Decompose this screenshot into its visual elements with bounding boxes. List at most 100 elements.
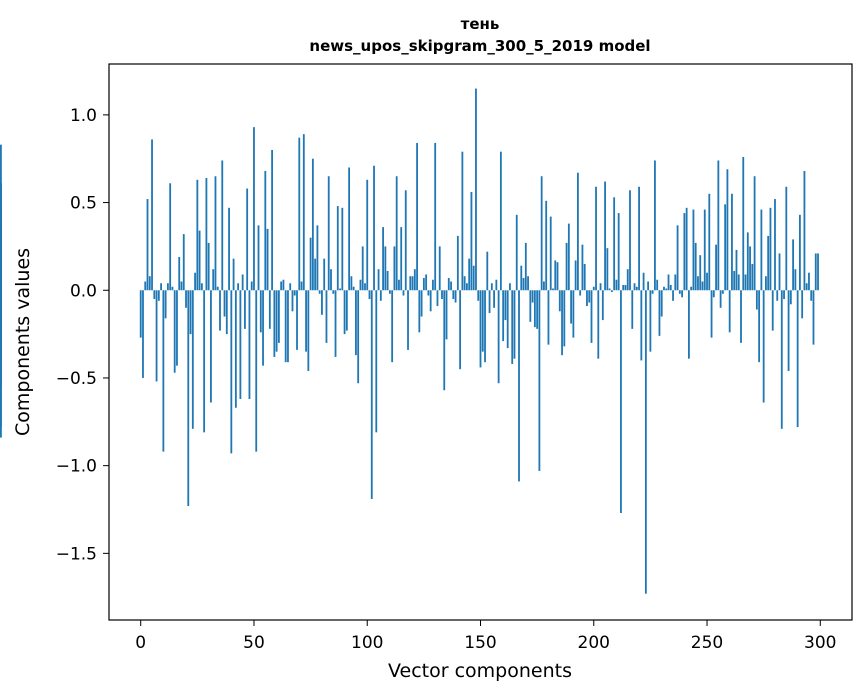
- bar-component-246: [697, 276, 699, 291]
- bar-component-4: [148, 276, 151, 291]
- bar-component-170: [524, 242, 527, 291]
- bar-component-225: [649, 290, 652, 352]
- bar-component-123: [418, 290, 421, 333]
- bar-component-undefined: [0, 144, 2, 291]
- bar-component-104: [375, 290, 378, 433]
- bar-component-79: [318, 290, 321, 294]
- bar-component-271: [753, 176, 756, 291]
- chart-subtitle: news_upos_skipgram_300_5_2019 model: [309, 37, 650, 55]
- bar-component-28: [203, 290, 206, 433]
- bar-component-40: [230, 290, 233, 454]
- bar-component-66: [289, 283, 292, 291]
- bar-component-87: [336, 206, 339, 291]
- bar-component-176: [538, 290, 541, 471]
- bar-component-undefined: [0, 290, 2, 359]
- bar-component-131: [436, 290, 439, 307]
- bar-component-224: [647, 281, 650, 291]
- bar-component-259: [726, 169, 729, 291]
- bar-component-11: [164, 290, 167, 319]
- x-tick-label: 250: [691, 633, 723, 653]
- bar-component-266: [742, 156, 745, 291]
- x-tick-label: 200: [578, 633, 610, 653]
- bar-component-220: [638, 186, 640, 291]
- bar-component-120: [411, 276, 414, 291]
- bar-component-133: [441, 290, 443, 300]
- bars-group: [0, 88, 819, 594]
- bar-component-73: [305, 290, 307, 352]
- bar-component-264: [737, 274, 740, 291]
- bar-component-113: [395, 176, 398, 291]
- bar-component-3: [146, 199, 149, 291]
- bar-component-227: [654, 160, 656, 291]
- bar-component-83: [327, 176, 330, 291]
- bar-component-177: [540, 176, 543, 291]
- bar-component-16: [176, 290, 178, 366]
- bar-component-114: [398, 279, 400, 291]
- bar-component-148: [475, 88, 477, 291]
- bar-component-226: [651, 290, 654, 294]
- bar-component-111: [391, 290, 394, 363]
- bar-component-216: [629, 190, 631, 291]
- bar-component-37: [223, 290, 226, 317]
- bar-component-249: [703, 209, 706, 291]
- bar-component-221: [640, 290, 643, 361]
- x-tick-label: 100: [351, 633, 383, 653]
- bar-component-192: [574, 260, 577, 291]
- bar-component-129: [432, 279, 434, 291]
- bar-component-250: [706, 272, 708, 291]
- bar-component-38: [225, 290, 228, 335]
- bar-component-136: [447, 277, 450, 291]
- bar-component-27: [200, 283, 203, 291]
- bar-component-151: [481, 290, 484, 352]
- y-axis-label: Components values: [12, 248, 34, 436]
- bar-component-135: [445, 290, 448, 340]
- bar-component-265: [740, 290, 742, 343]
- bar-component-160: [502, 290, 505, 342]
- bar-component-86: [334, 290, 337, 357]
- bar-component-96: [357, 290, 360, 384]
- bar-component-267: [744, 274, 747, 291]
- bar-component-279: [771, 290, 774, 331]
- bar-component-178: [543, 281, 545, 291]
- bar-component-26: [198, 230, 201, 291]
- bar-component-280: [774, 199, 776, 291]
- bar-component-261: [731, 193, 733, 291]
- bar-component-155: [490, 283, 493, 291]
- bar-component-124: [420, 290, 423, 317]
- bar-component-65: [287, 290, 289, 363]
- bar-component-126: [425, 274, 428, 291]
- bar-component-54: [262, 290, 264, 366]
- bar-component-17: [178, 256, 181, 291]
- x-axis-label: Vector components: [388, 660, 572, 682]
- x-axis-ticks: 0 50 100 150 200 250 300: [135, 620, 837, 653]
- bar-component-13: [169, 183, 172, 291]
- bar-component-98: [361, 246, 364, 291]
- bar-component-12: [166, 283, 169, 291]
- bar-component-30: [207, 242, 210, 291]
- bar-component-277: [767, 235, 770, 291]
- bar-component-251: [708, 193, 711, 291]
- bar-component-75: [309, 237, 312, 291]
- bar-component-284: [783, 290, 785, 300]
- bar-component-101: [368, 290, 371, 300]
- bar-component-290: [796, 290, 799, 428]
- bar-component-52: [257, 225, 260, 291]
- bar-component-233: [667, 274, 670, 291]
- bar-component-162: [506, 290, 509, 349]
- bar-component-132: [438, 246, 441, 291]
- bar-component-8: [157, 290, 160, 301]
- bar-component-238: [678, 290, 681, 294]
- bar-component-204: [601, 290, 604, 321]
- bar-component-147: [472, 265, 475, 291]
- bar-component-39: [228, 207, 230, 291]
- bar-component-105: [377, 269, 380, 291]
- bar-component-70: [298, 137, 301, 291]
- bar-component-184: [556, 262, 559, 291]
- bar-component-256: [719, 290, 722, 308]
- bar-component-297: [812, 290, 815, 345]
- x-tick-label: 300: [804, 633, 836, 653]
- bar-component-undefined: [0, 290, 2, 438]
- bar-component-122: [416, 142, 418, 291]
- x-tick-label: 150: [464, 633, 496, 653]
- bar-component-299: [817, 253, 819, 291]
